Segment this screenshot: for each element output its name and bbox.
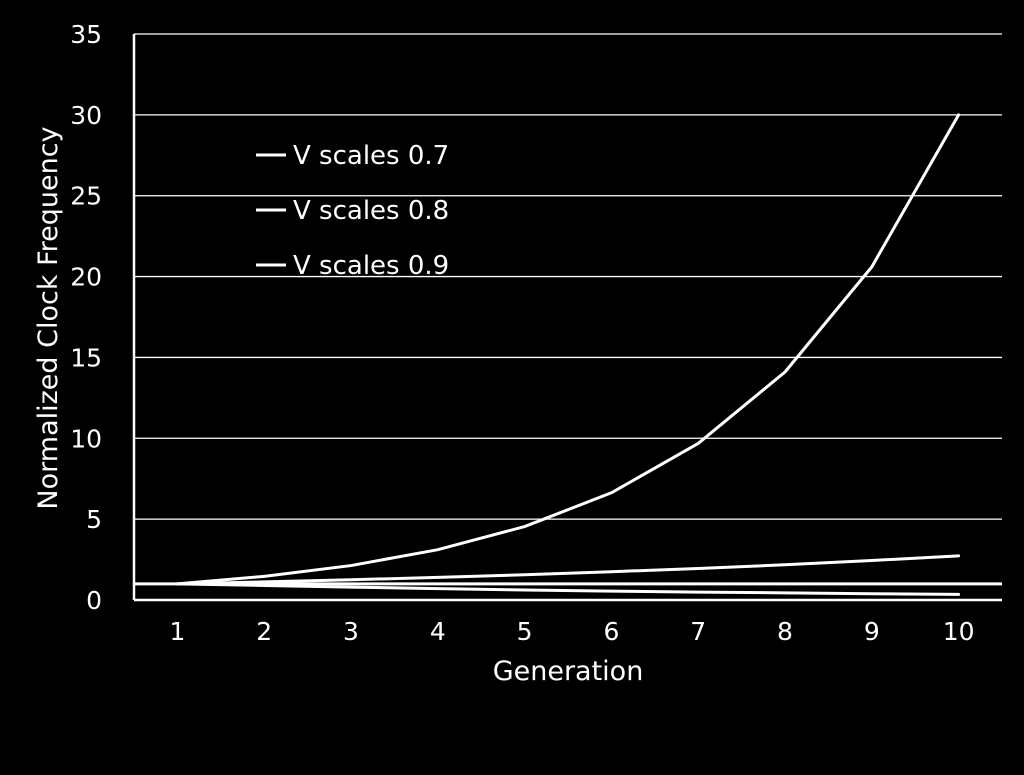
legend-label: V scales 0.8 <box>293 196 449 226</box>
legend-label: V scales 0.9 <box>293 251 449 281</box>
x-tick-label: 5 <box>517 617 533 646</box>
axes <box>132 34 1002 602</box>
x-tick-label: 10 <box>943 617 975 646</box>
x-tick-label: 8 <box>777 617 793 646</box>
x-tick-label: 9 <box>864 617 880 646</box>
x-tick-label: 1 <box>169 617 185 646</box>
x-tick-label: 2 <box>256 617 272 646</box>
y-tick-labels: 0 5 10 15 20 25 30 35 <box>70 20 102 615</box>
x-tick-labels: 1 2 3 4 5 6 7 8 9 10 <box>169 617 974 646</box>
gridlines <box>134 33 1002 520</box>
x-tick-label: 6 <box>603 617 619 646</box>
y-tick-label: 0 <box>86 586 102 615</box>
series-line-1 <box>175 113 961 586</box>
x-tick-label: 7 <box>690 617 706 646</box>
y-tick-label: 30 <box>70 101 102 130</box>
legend-label: V scales 0.7 <box>293 141 449 171</box>
y-tick-label: 15 <box>70 343 102 372</box>
y-tick-label: 20 <box>70 263 102 292</box>
x-tick-label: 3 <box>343 617 359 646</box>
y-tick-label: 25 <box>70 182 102 211</box>
y-tick-label: 10 <box>70 424 102 453</box>
x-axis-title: Generation <box>493 656 644 687</box>
x-tick-label: 4 <box>430 617 446 646</box>
y-tick-label: 5 <box>86 505 102 534</box>
series-lines <box>134 113 1002 596</box>
series-line-2 <box>175 554 961 586</box>
legend: V scales 0.7 V scales 0.8 V scales 0.9 <box>256 141 449 281</box>
y-axis-title: Normalized Clock Frequency <box>33 126 64 509</box>
y-tick-label: 35 <box>70 20 102 49</box>
series-line-3 <box>175 582 961 596</box>
